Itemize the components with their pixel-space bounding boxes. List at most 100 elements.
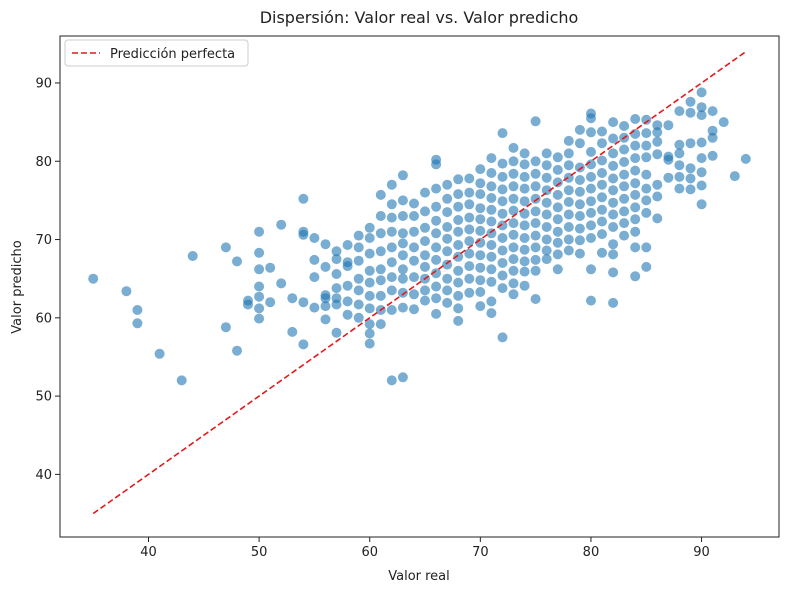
data-point xyxy=(475,301,486,312)
points-layer xyxy=(88,87,751,386)
data-point xyxy=(674,139,685,150)
data-point xyxy=(652,213,663,224)
data-point xyxy=(486,276,497,287)
data-point xyxy=(630,128,641,139)
data-point xyxy=(696,180,707,191)
data-point xyxy=(519,196,530,207)
data-point xyxy=(641,152,652,163)
data-point xyxy=(552,214,563,225)
data-point xyxy=(397,302,408,313)
legend: Predicción perfecta xyxy=(64,39,249,67)
data-point xyxy=(586,233,596,243)
data-point xyxy=(254,313,265,324)
data-point xyxy=(552,152,563,163)
data-point xyxy=(619,218,630,229)
data-point xyxy=(486,193,497,203)
data-point xyxy=(453,240,464,250)
data-point xyxy=(619,121,630,131)
y-tick-label: 90 xyxy=(35,76,52,91)
data-point xyxy=(597,216,607,227)
data-point xyxy=(630,214,641,225)
data-point xyxy=(630,165,641,176)
data-point xyxy=(552,189,563,200)
data-point xyxy=(397,195,408,206)
data-point xyxy=(696,137,707,148)
x-tick-label: 40 xyxy=(140,545,157,560)
data-point xyxy=(685,107,696,118)
data-point xyxy=(453,174,464,185)
data-point xyxy=(353,273,364,284)
data-point xyxy=(574,248,585,259)
data-point xyxy=(685,184,696,195)
data-point xyxy=(541,160,552,171)
data-point xyxy=(530,230,541,241)
data-point xyxy=(541,172,552,183)
data-point xyxy=(397,372,408,383)
data-point xyxy=(563,222,574,232)
data-point xyxy=(685,173,696,184)
data-point xyxy=(619,181,630,192)
data-point xyxy=(508,254,519,265)
data-point xyxy=(574,162,585,173)
data-point xyxy=(641,128,652,139)
data-point xyxy=(707,150,718,161)
data-point xyxy=(375,275,386,286)
data-point xyxy=(519,233,530,243)
data-point xyxy=(530,206,541,217)
data-point xyxy=(497,158,508,169)
data-point xyxy=(497,283,508,294)
data-point xyxy=(519,244,530,255)
data-point xyxy=(696,199,707,210)
data-point xyxy=(486,251,497,262)
data-point xyxy=(386,257,397,268)
data-point xyxy=(375,228,386,239)
data-point xyxy=(220,242,231,253)
data-point xyxy=(121,286,132,297)
data-point xyxy=(453,189,464,200)
data-point xyxy=(508,218,519,229)
data-point xyxy=(453,215,464,225)
data-point xyxy=(375,319,386,330)
data-point xyxy=(331,246,342,257)
data-point xyxy=(552,164,563,175)
data-point xyxy=(597,204,607,215)
data-point xyxy=(552,237,563,248)
data-point xyxy=(685,163,696,174)
data-point xyxy=(608,239,619,250)
data-point xyxy=(243,299,253,310)
data-point xyxy=(674,148,685,159)
data-point xyxy=(431,228,442,239)
data-point xyxy=(298,193,309,204)
data-point xyxy=(409,198,419,209)
data-point xyxy=(386,285,397,296)
data-point xyxy=(641,169,652,180)
data-point xyxy=(563,209,574,220)
data-point xyxy=(187,251,198,261)
data-point xyxy=(442,273,453,284)
data-point xyxy=(497,196,508,207)
data-point xyxy=(453,315,464,326)
data-point xyxy=(331,327,342,338)
data-point xyxy=(619,157,630,167)
data-point xyxy=(409,272,419,283)
data-point xyxy=(586,113,596,124)
data-point xyxy=(397,273,408,284)
data-point xyxy=(530,193,541,204)
data-point xyxy=(541,234,552,245)
data-point xyxy=(641,242,652,253)
data-point xyxy=(519,280,530,291)
data-point xyxy=(364,303,375,314)
data-point xyxy=(353,312,364,323)
data-point xyxy=(342,309,353,320)
data-point xyxy=(409,289,419,300)
data-point xyxy=(652,127,663,138)
data-point xyxy=(519,171,530,182)
data-point xyxy=(364,328,375,339)
data-point xyxy=(464,173,475,184)
data-point xyxy=(342,240,353,250)
data-point xyxy=(541,185,552,196)
data-point xyxy=(342,296,353,307)
data-point xyxy=(597,179,607,190)
legend-entry-reference: Predicción perfecta xyxy=(110,47,235,62)
